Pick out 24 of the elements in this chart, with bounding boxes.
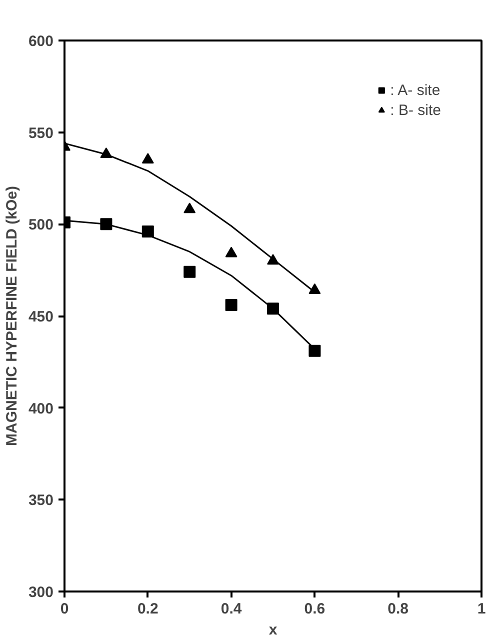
point (142, 153, 154, 164)
y-tick-label: 600 (28, 33, 54, 50)
x-axis-title: x (268, 622, 278, 638)
point (308, 283, 321, 294)
x-tick-label: 0 (60, 600, 69, 618)
point (184, 202, 196, 214)
x-tick-label: 0.2 (137, 600, 158, 618)
x-tick-label: 0.6 (304, 600, 326, 618)
legend-label: : A- site (390, 82, 440, 98)
y-axis-title: MAGNETIC HYPERFINE FIELD (kOe) (3, 186, 20, 446)
y-tick-label: 350 (28, 492, 54, 510)
x-tick-label: 0.8 (388, 600, 409, 618)
y-tick-label: 450 (28, 308, 54, 326)
x-tick-label: 1 (477, 600, 486, 618)
y-tick-label: 500 (28, 216, 54, 234)
legend-label: : B- site (390, 102, 441, 118)
point (184, 266, 196, 278)
x-tick-label: 0.4 (220, 600, 242, 618)
y-tick-label: 300 (28, 584, 54, 601)
point (225, 246, 238, 258)
y-tick-label: 400 (28, 400, 54, 418)
y-tick-label: 550 (28, 124, 54, 142)
point (308, 344, 321, 357)
point (225, 298, 238, 311)
